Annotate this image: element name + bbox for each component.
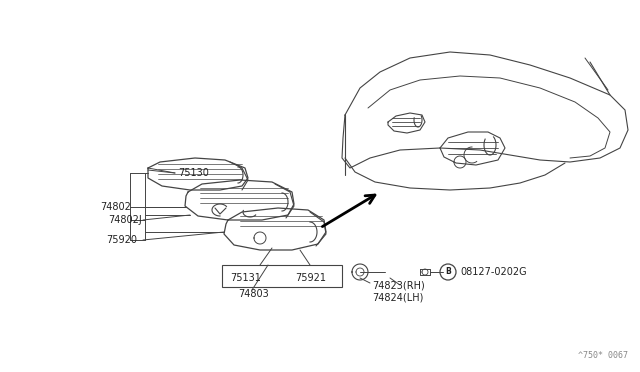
Text: 75920: 75920 (106, 235, 137, 245)
Bar (222, 265, 342, 287)
Text: 75921: 75921 (295, 273, 326, 283)
Text: ^750* 0067: ^750* 0067 (578, 351, 628, 360)
Text: 08127-0202G: 08127-0202G (460, 267, 527, 277)
Text: 74803: 74803 (238, 289, 269, 299)
Text: 74802J: 74802J (108, 215, 141, 225)
Text: 75131: 75131 (230, 273, 261, 283)
Text: 74823(RH): 74823(RH) (372, 280, 425, 290)
Text: 74824(LH): 74824(LH) (372, 292, 424, 302)
Text: 75130: 75130 (178, 168, 209, 178)
Text: B: B (445, 267, 451, 276)
Text: 74802: 74802 (100, 202, 131, 212)
